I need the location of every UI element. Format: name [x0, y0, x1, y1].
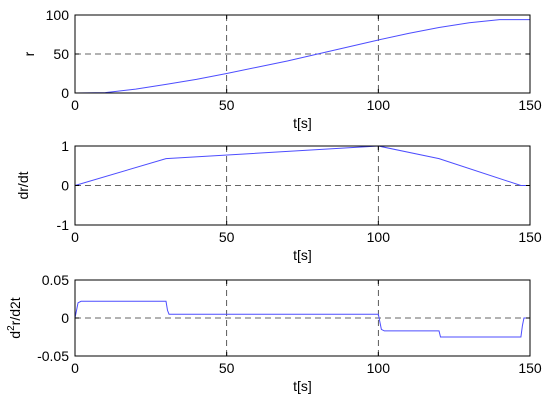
- y-tick-label: 1: [61, 138, 69, 154]
- y-axis-label: r: [21, 51, 37, 56]
- x-axis-label: t[s]: [293, 378, 312, 394]
- x-axis-label: t[s]: [293, 115, 312, 131]
- y-axis-label: dr/dt: [15, 171, 31, 199]
- y-axis-label: d2r/d2t: [6, 297, 23, 338]
- series-line: [74, 19, 530, 94]
- x-tick-label: 150: [518, 97, 542, 113]
- y-tick-label: -0.05: [37, 348, 69, 364]
- x-tick-label: 0: [71, 360, 79, 376]
- x-tick-label: 50: [219, 360, 235, 376]
- subplot-1: 0 50 100 150 0 50 100 t[s] r: [21, 7, 542, 131]
- plot-area: [75, 15, 530, 93]
- y-tick-label: 50: [53, 46, 69, 62]
- x-tick-label: 100: [367, 97, 391, 113]
- y-tick-label: 0: [61, 310, 69, 326]
- x-axis-label: t[s]: [293, 247, 312, 263]
- x-tick-label: 100: [367, 229, 391, 245]
- y-tick-label: -1: [57, 217, 70, 233]
- y-tick-label: 0: [61, 178, 69, 194]
- plot-area: [75, 280, 530, 356]
- x-tick-label: 0: [71, 97, 79, 113]
- x-tick-label: 150: [518, 229, 542, 245]
- x-tick-label: 50: [219, 229, 235, 245]
- y-tick-label: 0: [61, 85, 69, 101]
- series-line: [74, 300, 530, 338]
- y-tick-label: 100: [46, 7, 70, 23]
- plot-area: [75, 146, 530, 225]
- x-tick-label: 150: [518, 360, 542, 376]
- y-tick-label: 0.05: [42, 272, 69, 288]
- series-line: [74, 145, 530, 186]
- x-tick-label: 100: [367, 360, 391, 376]
- x-tick-label: 50: [219, 97, 235, 113]
- x-tick-label: 0: [71, 229, 79, 245]
